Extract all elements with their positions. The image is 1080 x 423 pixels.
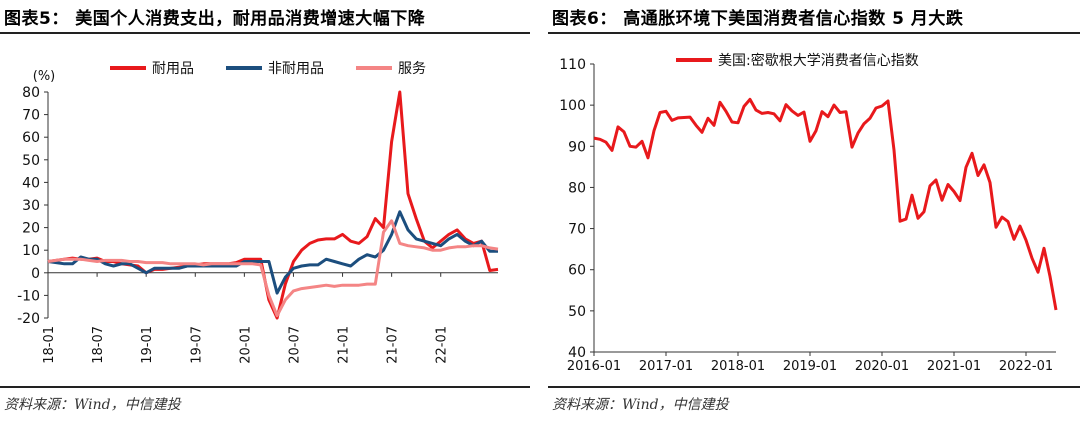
y-tick-label: 60 [22, 130, 40, 146]
series-line-3 [47, 219, 499, 318]
y-tick-label: 100 [559, 98, 586, 114]
x-tick-label: 18-07 [91, 326, 106, 364]
x-tick-label: 2017-01 [639, 359, 693, 374]
x-tick-label: 19-01 [140, 326, 155, 364]
x-tick-label: 2018-01 [711, 359, 765, 374]
x-tick-label: 22-01 [435, 326, 450, 364]
x-tick-label: 21-01 [337, 326, 352, 364]
legend-label: 耐用品 [152, 61, 194, 77]
x-tick-label: 2019-01 [783, 359, 837, 374]
series-line-1 [593, 97, 1058, 311]
series-line-2 [47, 210, 498, 295]
x-tick-label: 21-07 [386, 326, 401, 364]
source-note: 资料来源：Wind，中信建投 [4, 397, 181, 413]
y-tick-label: 90 [568, 139, 586, 155]
series-line-1 [47, 90, 499, 320]
x-tick-label: 2021-01 [927, 359, 981, 374]
title-divider [548, 32, 1080, 34]
x-tick-label: 18-01 [42, 326, 57, 364]
x-tick-label: 2022-01 [999, 359, 1053, 374]
y-tick-label: 20 [22, 221, 40, 237]
consumption-expenditure-chart: -20 -10 0 10 20 30 40 50 60 70 80(%) 18-01 18-07 19-0… [17, 61, 499, 364]
x-tick-label: 2020-01 [855, 359, 909, 374]
y-tick-label: 80 [22, 85, 40, 101]
y-tick-label: 0 [31, 266, 40, 282]
figure-6-panel: 图表6： 高通胀环境下美国消费者信心指数 5 月大跌 40 50 60 70 80 90 1… [548, 0, 1080, 423]
y-tick-label: 10 [22, 243, 40, 259]
x-tick-label: 19-07 [189, 326, 204, 364]
title-divider [0, 32, 530, 34]
legend-label: 美国:密歇根大学消费者信心指数 [718, 52, 919, 69]
y-tick-label: 70 [22, 108, 40, 124]
x-tick-label: 20-07 [287, 326, 302, 364]
x-tick-label: 20-01 [238, 326, 253, 364]
source-divider [0, 386, 530, 388]
y-tick-label: 40 [22, 175, 40, 191]
y-tick-label: 80 [568, 180, 586, 196]
consumer-sentiment-chart: 40 50 60 70 80 90 100 110 2016-01 2017-01 2018-01 2… [559, 52, 1058, 374]
x-tick-label: 2016-01 [567, 359, 621, 374]
y-unit-label: (%) [33, 69, 56, 84]
y-tick-label: 50 [568, 304, 586, 320]
y-tick-label: 60 [568, 263, 586, 279]
y-tick-label: 40 [568, 345, 586, 361]
y-tick-label: -10 [17, 288, 40, 304]
source-divider [548, 386, 1080, 388]
figure-title: 图表6： 高通胀环境下美国消费者信心指数 5 月大跌 [552, 9, 964, 29]
legend-label: 非耐用品 [268, 61, 324, 77]
legend-label: 服务 [398, 61, 426, 77]
y-tick-label: 50 [22, 153, 40, 169]
y-tick-label: 110 [559, 57, 586, 73]
y-tick-label: -20 [17, 311, 40, 327]
figure-5-panel: 图表5： 美国个人消费支出，耐用品消费增速大幅下降 -20 -10 0 10 20 30 4… [0, 0, 530, 423]
y-tick-label: 70 [568, 222, 586, 238]
source-note: 资料来源：Wind，中信建投 [552, 397, 729, 413]
y-tick-label: 30 [22, 198, 40, 214]
figure-title: 图表5： 美国个人消费支出，耐用品消费增速大幅下降 [4, 9, 426, 29]
